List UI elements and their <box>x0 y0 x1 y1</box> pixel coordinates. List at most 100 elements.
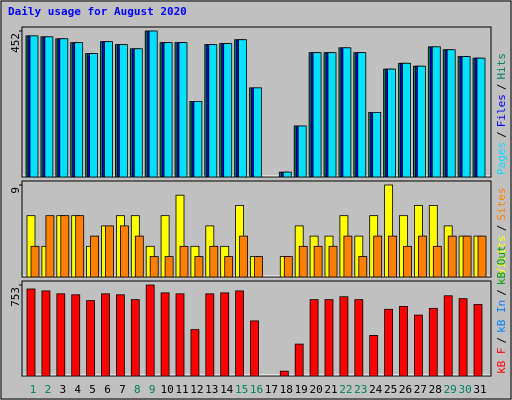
legend-separator: / <box>495 131 508 138</box>
bar <box>399 305 408 377</box>
legend-entry: Pages <box>495 142 508 175</box>
bar <box>343 235 353 278</box>
legend-entry: Visits <box>495 235 508 275</box>
bar <box>224 256 234 278</box>
bar <box>190 329 200 377</box>
x-tick-label: 7 <box>119 383 126 396</box>
bar <box>358 256 368 278</box>
x-tick-label: 21 <box>324 383 337 396</box>
x-tick-label: 16 <box>250 383 263 396</box>
legend-separator: / <box>495 84 508 91</box>
bar <box>297 125 307 178</box>
x-tick-label: 18 <box>280 383 293 396</box>
bar <box>26 288 36 377</box>
bar <box>41 290 51 377</box>
x-tick-label: 25 <box>384 383 397 396</box>
bar <box>416 65 426 178</box>
bar <box>373 235 383 278</box>
bar <box>71 294 81 377</box>
bar <box>309 299 319 377</box>
x-tick-label: 8 <box>134 383 141 396</box>
bar <box>384 308 394 377</box>
bar <box>342 47 352 178</box>
bar <box>357 52 367 178</box>
bar <box>447 235 457 278</box>
bar <box>413 314 423 377</box>
bar <box>116 294 125 377</box>
legend-entry: kB Out <box>495 245 508 285</box>
bar <box>254 256 263 278</box>
bar <box>89 53 98 178</box>
bar <box>476 57 486 178</box>
chart-title: Daily usage for August 2020 <box>8 5 187 18</box>
x-tick-label: 5 <box>89 383 96 396</box>
bar <box>324 299 334 377</box>
bar <box>461 56 471 178</box>
x-tick-label: 26 <box>399 383 412 396</box>
x-tick-label: 10 <box>160 383 173 396</box>
bar <box>44 36 54 178</box>
x-tick-label: 24 <box>369 383 383 396</box>
bar <box>74 42 84 178</box>
x-tick-label: 4 <box>74 383 81 396</box>
x-tick-label: 13 <box>205 383 218 396</box>
bar <box>458 298 468 377</box>
bar <box>86 300 95 377</box>
x-tick-label: 30 <box>458 383 471 396</box>
bar <box>145 284 155 377</box>
y-tick-label: 753 <box>9 287 22 307</box>
bar <box>417 235 427 278</box>
bar <box>283 256 293 278</box>
x-tick-label: 29 <box>444 383 457 396</box>
x-tick-label: 17 <box>265 383 278 396</box>
bar <box>209 245 219 278</box>
x-tick-label: 11 <box>175 383 188 396</box>
bar <box>119 44 128 178</box>
x-tick-label: 12 <box>190 383 203 396</box>
legend-separator: / <box>495 289 508 296</box>
legend: Visits / Sites <box>495 188 508 276</box>
bar <box>134 235 144 278</box>
bar <box>30 245 40 278</box>
bar <box>29 35 39 178</box>
bar <box>473 304 483 377</box>
bar <box>56 293 66 377</box>
bar <box>235 290 245 377</box>
bar <box>75 215 85 278</box>
legend-entry: Files <box>495 94 508 127</box>
bar <box>446 49 456 178</box>
bar <box>220 292 230 377</box>
bar <box>339 296 349 377</box>
bar <box>208 44 218 178</box>
bar <box>388 235 398 278</box>
bar <box>45 215 55 278</box>
bar <box>175 293 185 377</box>
x-tick-label: 23 <box>354 383 367 396</box>
x-tick-label: 31 <box>473 383 486 396</box>
bar <box>443 295 453 377</box>
bar <box>205 293 215 377</box>
bar <box>148 30 158 178</box>
x-tick-label: 22 <box>339 383 352 396</box>
bar <box>101 293 110 377</box>
bar <box>133 48 143 178</box>
bar <box>179 245 189 278</box>
bar <box>372 111 382 178</box>
bar <box>104 41 113 178</box>
bar <box>253 87 262 178</box>
x-tick-label: 28 <box>429 383 442 396</box>
bar <box>369 334 379 377</box>
bar <box>279 370 289 377</box>
bar <box>164 256 174 278</box>
bar <box>313 245 323 278</box>
bar <box>105 225 114 278</box>
bar <box>160 292 170 377</box>
bar <box>298 245 308 278</box>
x-tick-label: 14 <box>220 383 234 396</box>
bar <box>59 38 69 178</box>
x-tick-label: 1 <box>30 383 37 396</box>
bar <box>312 52 322 178</box>
x-tick-label: 15 <box>235 383 248 396</box>
